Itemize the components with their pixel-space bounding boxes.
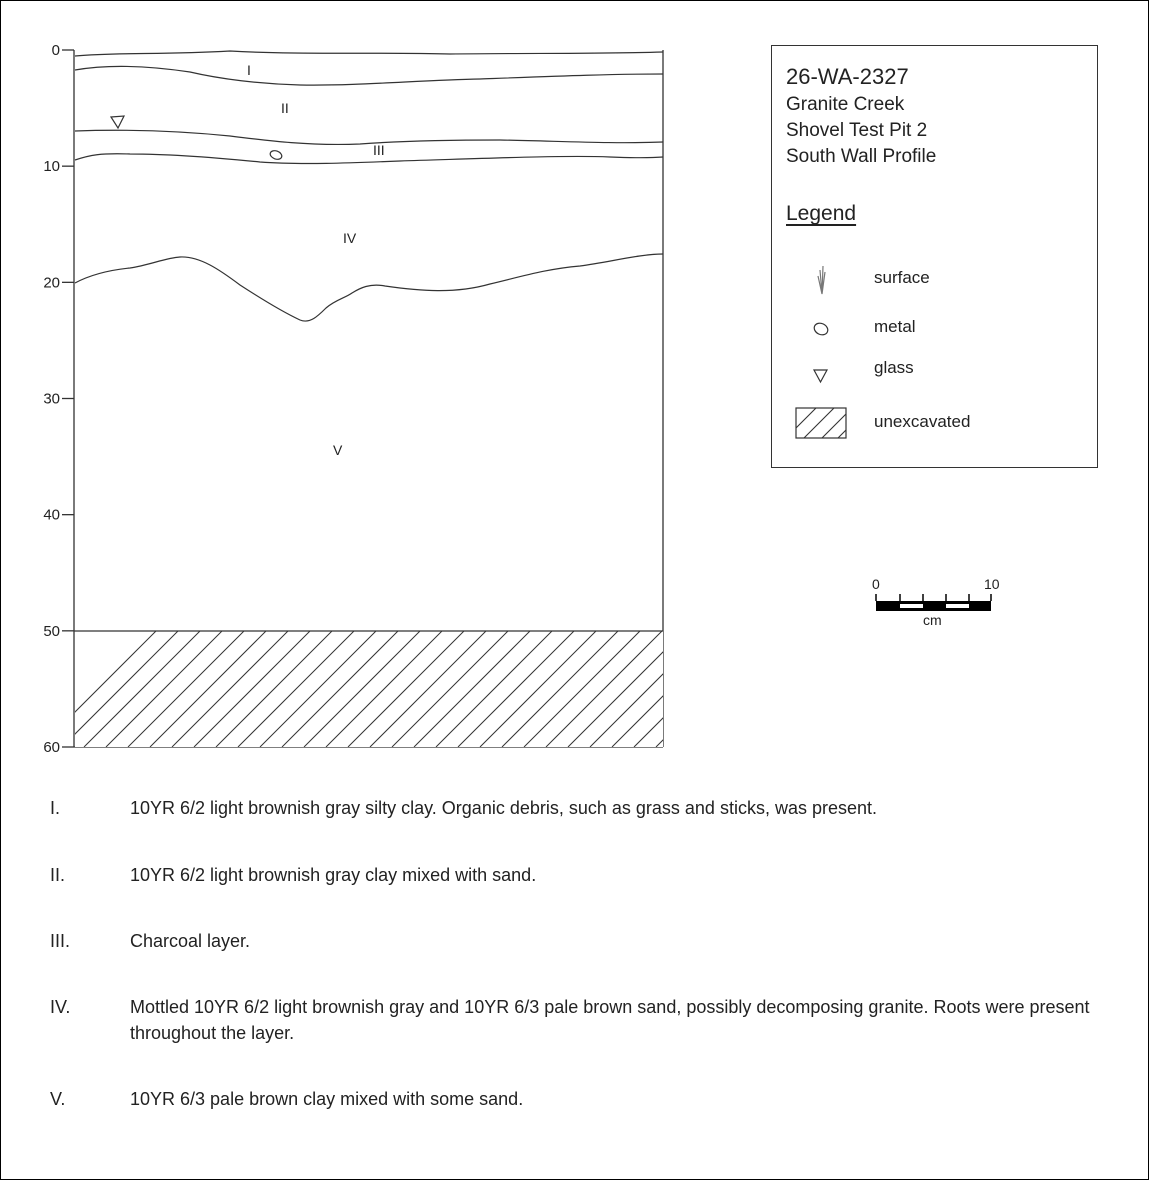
- hatch-line: [259, 630, 377, 747]
- unexcavated-area: [75, 630, 816, 747]
- hatch-line: [75, 630, 157, 713]
- description-numeral: IV.: [50, 997, 71, 1017]
- legend-label-unexcavated: unexcavated: [874, 412, 971, 431]
- site-number: 26-WA-2327: [786, 64, 909, 89]
- test-pit-name: Shovel Test Pit 2: [786, 120, 928, 141]
- depth-tick-label: 10: [43, 158, 60, 175]
- description-text: 10YR 6/2 light brownish gray clay mixed …: [130, 865, 537, 885]
- hatch-line: [700, 631, 816, 747]
- metal-icon: [813, 322, 829, 336]
- description-numeral: III.: [50, 931, 71, 951]
- glass-artifact-icon: [109, 115, 126, 130]
- layer-label-ii: II: [281, 100, 289, 116]
- hatch-line: [127, 630, 245, 747]
- hatch-line: [391, 630, 509, 747]
- description-text: Charcoal layer.: [130, 931, 251, 951]
- legend-label-glass: glass: [874, 358, 914, 377]
- hatch-line: [171, 630, 289, 747]
- description-text: Mottled 10YR 6/2 light brownish gray and…: [130, 997, 1090, 1043]
- depth-tick-label: 60: [43, 739, 60, 756]
- legend-label-surface: surface: [874, 268, 930, 287]
- boundary-iii-iv: [74, 153, 664, 165]
- layer-label-iv: IV: [343, 230, 357, 246]
- description-text: 10YR 6/3 pale brown clay mixed with some…: [130, 1089, 524, 1109]
- legend-box: 26-WA-2327 Granite Creek Shovel Test Pit…: [771, 45, 1098, 468]
- description-numeral: V.: [50, 1089, 66, 1109]
- hatch-line: [655, 739, 663, 747]
- depth-ticks: 0 10 20 30 40 50 60: [43, 42, 74, 756]
- hatch-line: [567, 651, 663, 747]
- hatch-line: [678, 631, 794, 747]
- hatch-line: [193, 630, 311, 747]
- hatch-line: [523, 630, 641, 747]
- depth-tick-label: 0: [52, 42, 60, 59]
- hatch-line: [325, 630, 443, 747]
- layer-label-iii: III: [373, 142, 385, 158]
- hatch-line: [589, 673, 663, 747]
- boundary-ii-iii: [74, 129, 664, 146]
- hatch-line: [633, 717, 663, 747]
- hatch-line: [105, 630, 223, 747]
- metal-artifact-icon: [269, 150, 283, 160]
- hatch-line: [215, 630, 333, 747]
- surface-icon: [817, 265, 826, 295]
- hatch-line: [611, 695, 663, 747]
- profile-name: South Wall Profile: [786, 146, 937, 167]
- boundary-surface: [74, 50, 664, 57]
- legend-heading: Legend: [786, 202, 857, 225]
- hatch-line: [149, 630, 267, 747]
- site-name: Granite Creek: [786, 94, 905, 115]
- description-numeral: I.: [50, 798, 61, 818]
- hatch-line: [75, 630, 179, 735]
- scale-bar: 0 10 cm: [872, 576, 1000, 628]
- hatch-line: [281, 630, 399, 747]
- layer-label-i: I: [247, 62, 251, 78]
- description-text: 10YR 6/2 light brownish gray silty clay.…: [130, 798, 877, 818]
- layer-label-v: V: [333, 442, 343, 458]
- hatch-line: [83, 630, 201, 747]
- scale-start-label: 0: [872, 576, 880, 592]
- hatch-line: [501, 630, 619, 747]
- hatch-line: [347, 630, 465, 747]
- hatch-line: [237, 630, 355, 747]
- depth-tick-label: 30: [43, 391, 60, 408]
- boundary-iv-v: [74, 253, 664, 322]
- unexcavated-icon: [795, 407, 847, 439]
- hatch-line: [435, 630, 553, 747]
- hatch-line: [545, 630, 663, 747]
- depth-tick-label: 40: [43, 507, 60, 524]
- scale-end-label: 10: [984, 576, 1000, 592]
- hatch-line: [479, 630, 597, 747]
- depth-tick-label: 20: [43, 274, 60, 291]
- hatch-line: [413, 630, 531, 747]
- glass-icon: [812, 369, 829, 384]
- hatch-line: [369, 630, 487, 747]
- hatch-line: [303, 630, 421, 747]
- legend-label-metal: metal: [874, 317, 916, 336]
- boundary-i-ii: [74, 65, 664, 86]
- hatch-line: [457, 630, 575, 747]
- depth-tick-label: 50: [43, 623, 60, 640]
- soil-profile-diagram: 0 10 20 30 40 50 60 I II III IV V: [43, 42, 816, 756]
- scale-unit-label: cm: [923, 612, 942, 628]
- description-numeral: II.: [50, 865, 66, 885]
